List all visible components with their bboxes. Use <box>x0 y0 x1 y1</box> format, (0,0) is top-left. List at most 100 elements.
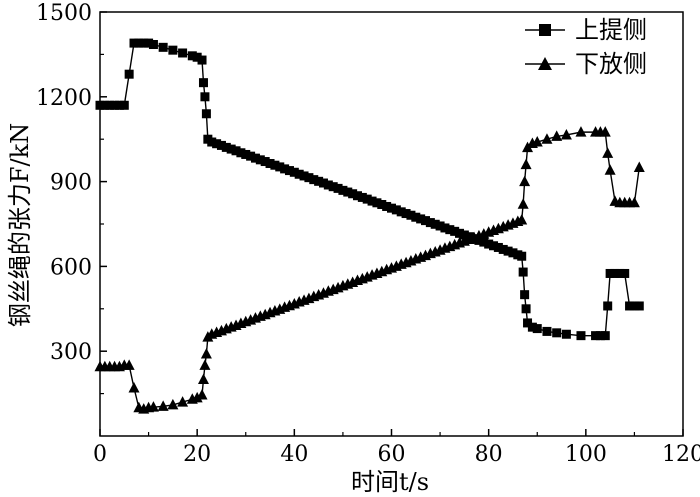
data-point <box>377 199 387 209</box>
data-point <box>284 166 294 176</box>
data-point <box>338 185 348 195</box>
data-point <box>343 187 353 197</box>
x-tick-label: 80 <box>475 442 503 467</box>
data-point <box>197 55 207 65</box>
data-point <box>474 235 484 245</box>
x-axis-label: 时间t/s <box>351 468 429 496</box>
legend-marker-lower <box>538 57 552 70</box>
data-point <box>128 381 140 393</box>
data-point <box>411 212 421 222</box>
data-point <box>435 221 445 231</box>
data-point <box>200 348 212 359</box>
data-point <box>226 144 236 154</box>
data-point <box>560 128 572 140</box>
data-point <box>357 192 367 202</box>
data-point <box>231 146 241 156</box>
data-point <box>498 244 508 254</box>
data-point <box>430 219 440 229</box>
data-point <box>196 389 208 400</box>
data-point <box>265 159 275 169</box>
data-point <box>280 164 290 174</box>
data-point <box>634 301 644 311</box>
data-point <box>299 171 309 181</box>
data-point <box>123 359 135 370</box>
data-point <box>516 214 528 225</box>
data-point <box>591 331 601 341</box>
series-line <box>100 131 640 410</box>
data-point <box>362 194 372 204</box>
data-point <box>270 160 280 170</box>
data-point <box>620 268 630 278</box>
data-point <box>139 38 149 48</box>
data-point <box>192 52 202 62</box>
data-point <box>216 140 226 150</box>
data-point <box>602 147 614 158</box>
data-point <box>304 173 314 183</box>
data-point <box>124 69 134 79</box>
data-point <box>519 175 531 187</box>
data-point <box>207 137 217 147</box>
data-point <box>552 328 562 338</box>
data-point <box>450 226 460 236</box>
data-point <box>289 167 299 177</box>
data-point <box>110 100 120 110</box>
data-point <box>517 251 527 261</box>
data-point <box>531 136 543 147</box>
data-point <box>416 214 426 224</box>
series-0 <box>95 38 644 341</box>
data-point <box>455 228 465 238</box>
series-1 <box>94 126 645 414</box>
data-point <box>168 45 178 55</box>
legend-label-lower: 下放侧 <box>575 50 647 78</box>
data-point <box>309 175 319 185</box>
data-point <box>425 218 435 228</box>
data-point <box>199 359 211 370</box>
data-point <box>484 239 494 249</box>
data-point <box>576 331 586 341</box>
data-point <box>201 109 211 119</box>
data-point <box>610 268 620 278</box>
data-point <box>633 161 645 172</box>
data-point <box>167 398 179 410</box>
data-point <box>600 331 610 341</box>
y-tick-label: 600 <box>50 255 92 280</box>
data-point <box>177 396 189 407</box>
data-point <box>382 201 392 211</box>
data-point <box>551 130 563 141</box>
data-point <box>119 100 129 110</box>
data-point <box>178 48 188 58</box>
data-point <box>187 51 197 61</box>
data-point <box>387 203 396 213</box>
data-point <box>260 157 270 167</box>
y-tick-label: 1200 <box>36 86 92 111</box>
data-point <box>275 162 285 172</box>
data-point <box>114 100 124 110</box>
data-point <box>479 237 489 247</box>
x-tick-label: 100 <box>565 442 607 467</box>
x-tick-label: 120 <box>662 442 700 467</box>
data-point <box>333 183 343 193</box>
data-point <box>503 246 513 256</box>
y-tick-label: 1500 <box>36 1 92 26</box>
data-point <box>625 301 635 311</box>
data-point <box>520 290 530 300</box>
data-point <box>518 267 528 277</box>
data-point <box>599 126 611 137</box>
data-point <box>523 318 533 328</box>
y-axis-label: 钢丝绳的张力F/kN <box>6 123 34 327</box>
data-point <box>318 178 328 188</box>
x-tick-label: 60 <box>378 442 406 467</box>
data-point <box>532 324 542 334</box>
data-point <box>212 139 222 149</box>
data-point <box>517 198 529 209</box>
data-point <box>603 301 613 311</box>
x-tick-label: 0 <box>93 442 107 467</box>
data-point <box>605 268 615 278</box>
data-point <box>372 198 382 208</box>
data-point <box>604 164 616 175</box>
data-point <box>527 322 537 332</box>
data-point <box>200 92 210 102</box>
data-point <box>328 182 338 192</box>
data-point <box>221 142 231 152</box>
data-point <box>520 158 532 170</box>
